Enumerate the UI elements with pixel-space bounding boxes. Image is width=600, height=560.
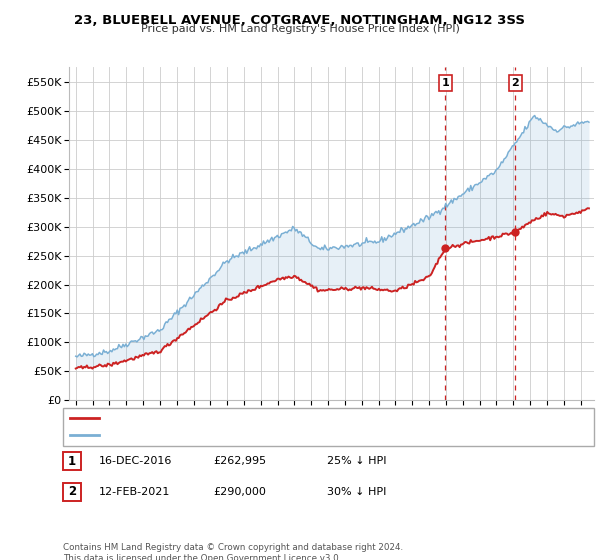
Text: 23, BLUEBELL AVENUE, COTGRAVE, NOTTINGHAM, NG12 3SS (detached house): 23, BLUEBELL AVENUE, COTGRAVE, NOTTINGHA… [104,413,498,423]
Text: 1: 1 [442,78,449,88]
Text: Contains HM Land Registry data © Crown copyright and database right 2024.
This d: Contains HM Land Registry data © Crown c… [63,543,403,560]
Text: 16-DEC-2016: 16-DEC-2016 [99,456,172,466]
Text: 25% ↓ HPI: 25% ↓ HPI [327,456,386,466]
Text: 30% ↓ HPI: 30% ↓ HPI [327,487,386,497]
Text: 1: 1 [68,455,76,468]
Text: HPI: Average price, detached house, Rushcliffe: HPI: Average price, detached house, Rush… [104,430,337,440]
Text: 12-FEB-2021: 12-FEB-2021 [99,487,170,497]
Text: £262,995: £262,995 [213,456,266,466]
Text: 2: 2 [511,78,519,88]
Text: 23, BLUEBELL AVENUE, COTGRAVE, NOTTINGHAM, NG12 3SS: 23, BLUEBELL AVENUE, COTGRAVE, NOTTINGHA… [74,14,526,27]
Text: £290,000: £290,000 [213,487,266,497]
Text: 2: 2 [68,485,76,498]
Text: Price paid vs. HM Land Registry's House Price Index (HPI): Price paid vs. HM Land Registry's House … [140,24,460,34]
